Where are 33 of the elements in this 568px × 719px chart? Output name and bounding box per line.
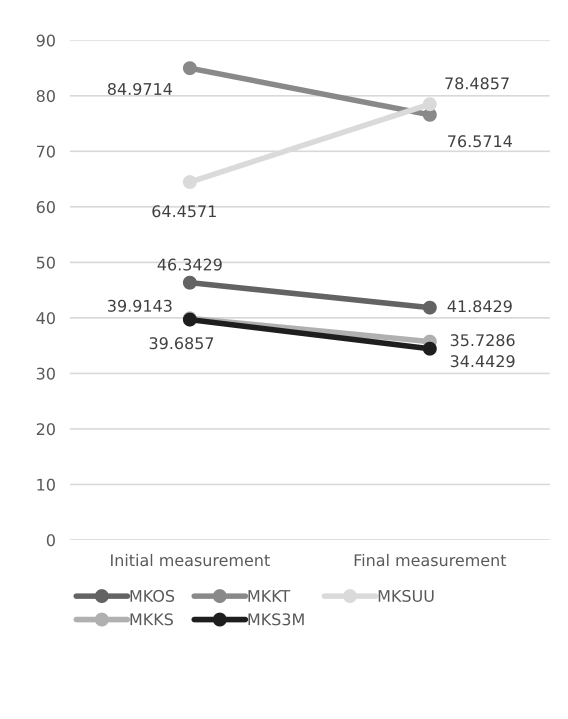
legend-label: MKS3M — [248, 613, 304, 626]
y-tick-label: 10 — [37, 478, 55, 491]
y-tick-label: 50 — [36, 256, 55, 269]
data-label: 34.4429 — [450, 355, 515, 368]
data-label: 39.9143 — [108, 300, 172, 312]
legend-label: MKKT — [248, 590, 290, 602]
point — [182, 175, 197, 190]
y-tick-label: 80 — [36, 90, 55, 102]
point — [182, 61, 197, 76]
data-label: 76.5714 — [448, 135, 512, 148]
y-tick-label: 30 — [36, 368, 55, 380]
data-label: 78.4857 — [445, 77, 509, 90]
y-tick-label: 20 — [36, 423, 55, 436]
legend-label: MKSUU — [378, 590, 434, 602]
data-label: 35.7286 — [450, 334, 515, 346]
y-tick-label: 0 — [46, 534, 55, 546]
data-label: 46.3429 — [158, 258, 222, 271]
point — [422, 97, 437, 112]
point — [182, 276, 197, 290]
y-tick-label: 60 — [36, 201, 55, 214]
x-tick-label: Initial measurement — [111, 554, 270, 566]
data-label: 39.6857 — [150, 337, 214, 350]
data-label: 41.8429 — [448, 300, 512, 312]
x-tick-label: Final measurement — [354, 554, 506, 566]
y-tick-label: 40 — [36, 312, 55, 324]
data-label: 64.4571 — [152, 205, 216, 218]
point — [422, 300, 437, 315]
data-label: 84.9714 — [108, 82, 172, 96]
point — [422, 342, 437, 356]
legend-label: MKOS — [130, 590, 174, 602]
y-tick-label: 70 — [36, 146, 55, 158]
legend-label: MKKS — [130, 613, 173, 626]
y-tick-label: 90 — [36, 34, 55, 47]
